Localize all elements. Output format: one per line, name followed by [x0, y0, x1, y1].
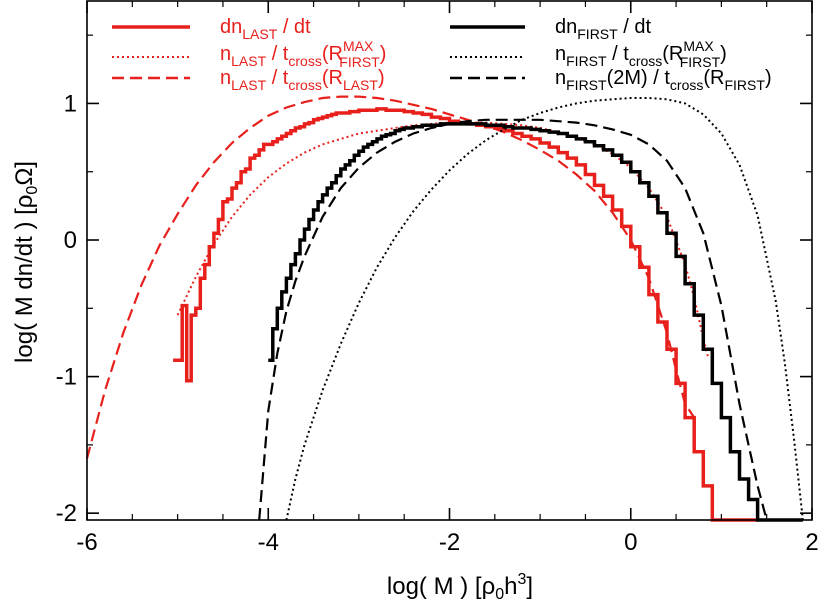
y-tick-label: -1 [56, 364, 77, 391]
legend-label-nlast-rlast: nLAST / tcross(RLAST) [220, 67, 385, 93]
legend-label-nfirst-rmax: nFIRST / tcross(RMAX FIRST) [555, 38, 727, 70]
legend: dnLAST / dt nLAST / tcross(RMAX FIRST) nL… [112, 16, 772, 93]
x-tick-label: -2 [439, 529, 460, 556]
series-line-first-dotted-4 [285, 97, 804, 521]
legend-label-nfirst-2m: nFIRST(2M) / tcross(RFIRST) [555, 67, 772, 93]
series-line-last-dotted-1 [176, 121, 709, 357]
y-tick-label: -2 [56, 500, 77, 527]
y-tick-label: 1 [64, 90, 77, 117]
series-line-first-solid-step-3 [268, 122, 803, 522]
series-line-last-dashed-2 [85, 95, 696, 459]
x-tick-label: 0 [624, 529, 637, 556]
x-tick-label: -6 [76, 529, 97, 556]
plot-lines [85, 95, 804, 522]
y-axis-title: log( M dn/dt ) [ρ0Ω] [11, 161, 41, 363]
x-tick-label: 2 [805, 529, 818, 556]
axis-ticks: -6 -4 -2 0 2 -2 -1 0 1 [56, 1, 819, 556]
series-line-first-dashed-5 [258, 118, 768, 521]
legend-label-dnfirst: dnFIRST / dt [555, 16, 651, 42]
legend-label-dnlast: dnLAST / dt [220, 16, 311, 42]
y-tick-label: 0 [64, 227, 77, 254]
x-axis-title: log( M ) [ρ0h3] [387, 571, 533, 603]
series-line-last-solid-step-0 [173, 107, 758, 522]
x-tick-label: -4 [258, 529, 279, 556]
legend-label-nlast-rmax: nLAST / tcross(RMAX FIRST) [220, 38, 386, 70]
